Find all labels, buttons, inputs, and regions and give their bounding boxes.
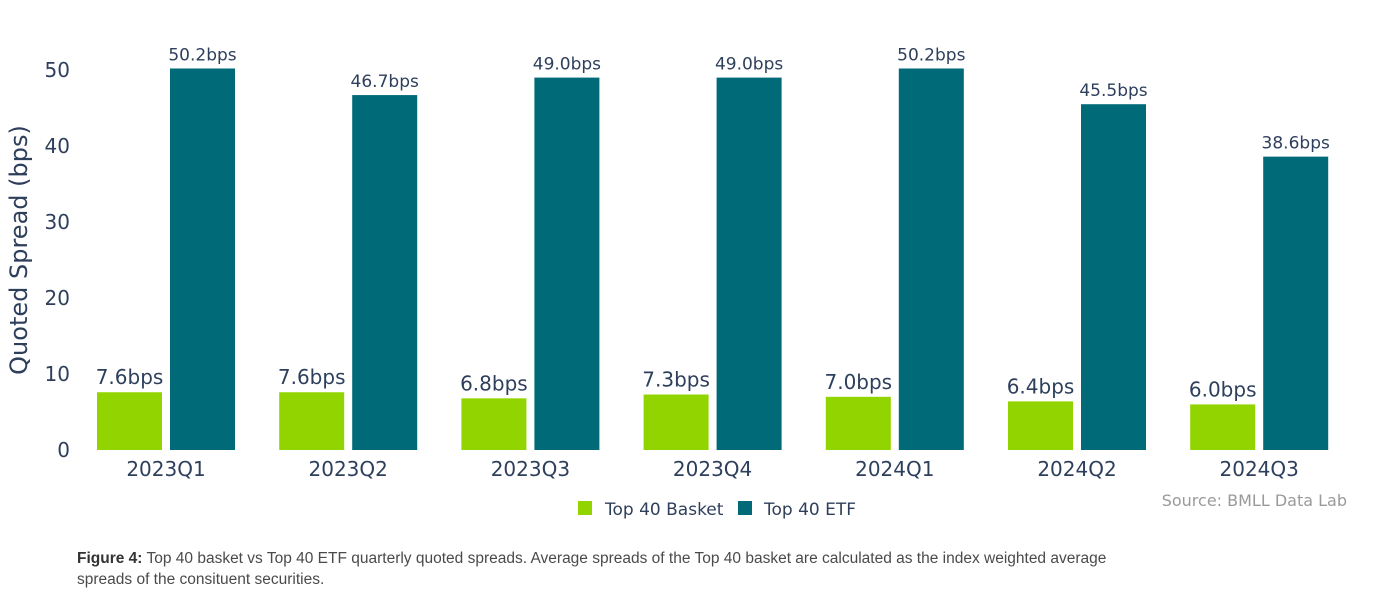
y-axis-ticks: 0 10 20 30 40 50 xyxy=(45,58,70,462)
data-label: 45.5bps xyxy=(1079,81,1147,101)
bar-top40-basket xyxy=(1190,404,1256,450)
y-tick-label: 10 xyxy=(45,362,70,386)
bar-top40-etf xyxy=(1263,156,1329,450)
data-label: 50.2bps xyxy=(897,45,965,65)
y-tick-label: 30 xyxy=(45,210,70,234)
y-tick-label: 50 xyxy=(45,58,70,82)
bar-top40-basket xyxy=(1008,401,1073,450)
caption-text: Top 40 basket vs Top 40 ETF quarterly qu… xyxy=(77,550,1107,588)
data-label: 7.6bps xyxy=(96,365,164,389)
bar-top40-basket xyxy=(461,398,527,450)
y-tick-label: 20 xyxy=(45,286,70,310)
x-category-label: 2024Q2 xyxy=(1037,457,1116,481)
legend-label-etf: Top 40 ETF xyxy=(763,500,856,520)
x-category-label: 2023Q3 xyxy=(491,457,570,481)
bar-top40-basket xyxy=(643,394,709,450)
bar-top40-etf xyxy=(352,95,418,450)
bar-top40-etf xyxy=(716,77,782,450)
data-label: 7.3bps xyxy=(642,368,710,392)
bar-top40-etf xyxy=(534,77,600,450)
source-note: Source: BMLL Data Lab xyxy=(1162,491,1347,510)
legend-label-basket: Top 40 Basket xyxy=(604,500,724,520)
bar-top40-etf xyxy=(898,68,964,450)
x-axis-categories: 2023Q1 2023Q2 2023Q3 2023Q4 2024Q1 2024Q2 2024… xyxy=(126,457,1299,481)
bar-top40-etf xyxy=(170,68,235,450)
bar-top40-etf xyxy=(1081,104,1146,450)
data-label: 7.6bps xyxy=(278,365,346,389)
bar-top40-basket xyxy=(279,392,345,450)
legend-swatch-basket xyxy=(578,501,592,515)
data-label: 6.4bps xyxy=(1007,374,1075,398)
data-label: 49.0bps xyxy=(715,55,783,75)
data-label: 6.0bps xyxy=(1189,377,1257,401)
y-tick-label: 40 xyxy=(45,134,70,158)
bar-top40-basket xyxy=(97,392,162,450)
legend-swatch-etf xyxy=(738,501,752,515)
caption-prefix: Figure 4: xyxy=(77,550,143,567)
data-label: 50.2bps xyxy=(168,45,236,65)
bar-top40-basket xyxy=(825,396,891,450)
data-label: 38.6bps xyxy=(1262,134,1330,154)
y-axis-label: Quoted Spread (bps) xyxy=(5,125,33,375)
data-label: 6.8bps xyxy=(460,371,528,395)
figure-caption: Figure 4: Top 40 basket vs Top 40 ETF qu… xyxy=(77,548,1157,590)
y-tick-label: 0 xyxy=(57,438,70,462)
x-category-label: 2023Q2 xyxy=(309,457,388,481)
data-label: 46.7bps xyxy=(351,72,419,92)
x-category-label: 2024Q3 xyxy=(1220,457,1299,481)
legend: Top 40 Basket Top 40 ETF xyxy=(578,500,856,520)
data-label: 49.0bps xyxy=(533,55,601,75)
x-category-label: 2024Q1 xyxy=(855,457,934,481)
bars: 7.6bps 50.2bps 7.6bps 46.7bps 6.8bps 49.0bps 7… xyxy=(96,45,1330,450)
x-category-label: 2023Q1 xyxy=(126,457,205,481)
data-label: 7.0bps xyxy=(824,370,892,394)
x-category-label: 2023Q4 xyxy=(673,457,752,481)
bar-chart: Quoted Spread (bps) 0 10 20 30 40 50 7.6bps 50… xyxy=(5,45,1347,520)
